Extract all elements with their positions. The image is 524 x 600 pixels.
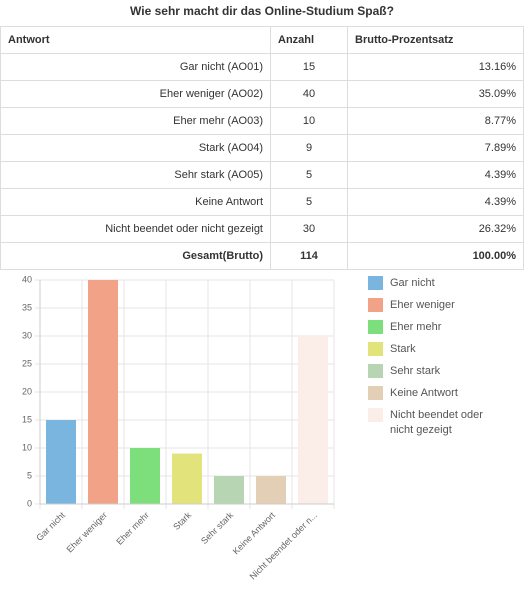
x-tick-label: Eher mehr	[114, 510, 151, 547]
x-tick-label: Keine Antwort	[231, 510, 278, 557]
table-cell: 5	[270, 188, 348, 216]
bar	[256, 476, 286, 504]
table-title: Wie sehr macht dir das Online-Studium Sp…	[130, 4, 394, 18]
y-tick-label: 10	[22, 442, 32, 452]
table-row: Stark (AO04) 9 7.89%	[0, 134, 524, 162]
table-cell: 100.00%	[347, 242, 524, 270]
x-tick-label: Gar nicht	[34, 510, 67, 543]
table-cell: 114	[270, 242, 348, 270]
table-row: Eher weniger (AO02) 40 35.09%	[0, 80, 524, 108]
table-cell: Eher weniger (AO02)	[0, 80, 271, 108]
results-table: Antwort Anzahl Brutto-Prozentsatz Gar nicht…	[0, 26, 524, 270]
table-cell: 4.39%	[347, 188, 524, 216]
table-cell: Sehr stark (AO05)	[0, 161, 271, 189]
y-tick-label: 40	[22, 274, 32, 284]
table-cell: Stark (AO04)	[0, 134, 271, 162]
table-cell: 4.39%	[347, 161, 524, 189]
legend-label: Gar nicht	[390, 277, 435, 289]
table-cell: Keine Antwort	[0, 188, 271, 216]
legend-item: Keine Antwort	[368, 386, 490, 401]
legend-item: Eher mehr	[368, 320, 490, 335]
table-cell: Nicht beendet oder nicht gezeigt	[0, 215, 271, 243]
table-cell: 40	[270, 80, 348, 108]
table-cell: 10	[270, 107, 348, 135]
bar	[298, 336, 328, 504]
table-row: Nicht beendet oder nicht gezeigt 30 26.32%	[0, 215, 524, 243]
legend-label: Sehr stark	[390, 365, 441, 377]
bar	[172, 453, 202, 504]
table-cell: 8.77%	[347, 107, 524, 135]
bar	[46, 420, 76, 504]
y-tick-label: 20	[22, 386, 32, 396]
legend-swatch	[368, 386, 383, 400]
y-tick-label: 35	[22, 302, 32, 312]
legend-swatch	[368, 320, 383, 334]
table-cell: Eher mehr (AO03)	[0, 107, 271, 135]
legend-label: Stark	[390, 343, 416, 355]
header-cell: Antwort	[0, 26, 271, 54]
x-tick-label: Eher weniger	[65, 510, 110, 555]
y-tick-label: 15	[22, 414, 32, 424]
y-tick-label: 30	[22, 330, 32, 340]
table-cell: 7.89%	[347, 134, 524, 162]
table-cell: 13.16%	[347, 53, 524, 81]
legend-item: Sehr stark	[368, 364, 490, 379]
legend-item: Gar nicht	[368, 276, 490, 291]
table-cell: 5	[270, 161, 348, 189]
table-row: Gesamt(Brutto) 114 100.00%	[0, 242, 524, 270]
table-row: Gar nicht (AO01) 15 13.16%	[0, 53, 524, 81]
legend-item: Eher weniger	[368, 298, 490, 313]
header-row: Antwort Anzahl Brutto-Prozentsatz	[0, 26, 524, 54]
y-tick-label: 5	[27, 470, 32, 480]
x-tick-label: Sehr stark	[199, 510, 235, 546]
legend-label: Nicht beendet oder nicht gezeigt	[390, 409, 483, 436]
bar	[130, 448, 160, 504]
legend-swatch	[368, 364, 383, 378]
table-cell: 30	[270, 215, 348, 243]
bar	[88, 280, 118, 504]
table-row: Eher mehr (AO03) 10 8.77%	[0, 107, 524, 135]
table-row: Sehr stark (AO05) 5 4.39%	[0, 161, 524, 189]
table-cell: Gesamt(Brutto)	[0, 242, 271, 270]
legend-swatch	[368, 342, 383, 356]
table-cell: 15	[270, 53, 348, 81]
legend-label: Keine Antwort	[390, 387, 458, 399]
table-cell: 26.32%	[347, 215, 524, 243]
legend-swatch	[368, 276, 383, 290]
table-cell: 9	[270, 134, 348, 162]
bar	[214, 476, 244, 504]
table-cell: Gar nicht (AO01)	[0, 53, 271, 81]
header-cell: Anzahl	[270, 26, 348, 54]
header-cell: Brutto-Prozentsatz	[347, 26, 524, 54]
legend-swatch	[368, 408, 383, 422]
x-tick-label: Stark	[171, 510, 193, 532]
legend-item: Nicht beendet oder nicht gezeigt	[368, 408, 490, 438]
legend-swatch	[368, 298, 383, 312]
legend-label: Eher mehr	[390, 321, 442, 333]
table-row: Keine Antwort 5 4.39%	[0, 188, 524, 216]
legend-item: Stark	[368, 342, 490, 357]
table-cell: 35.09%	[347, 80, 524, 108]
legend-label: Eher weniger	[390, 299, 455, 311]
y-tick-label: 0	[27, 498, 32, 508]
y-tick-label: 25	[22, 358, 32, 368]
